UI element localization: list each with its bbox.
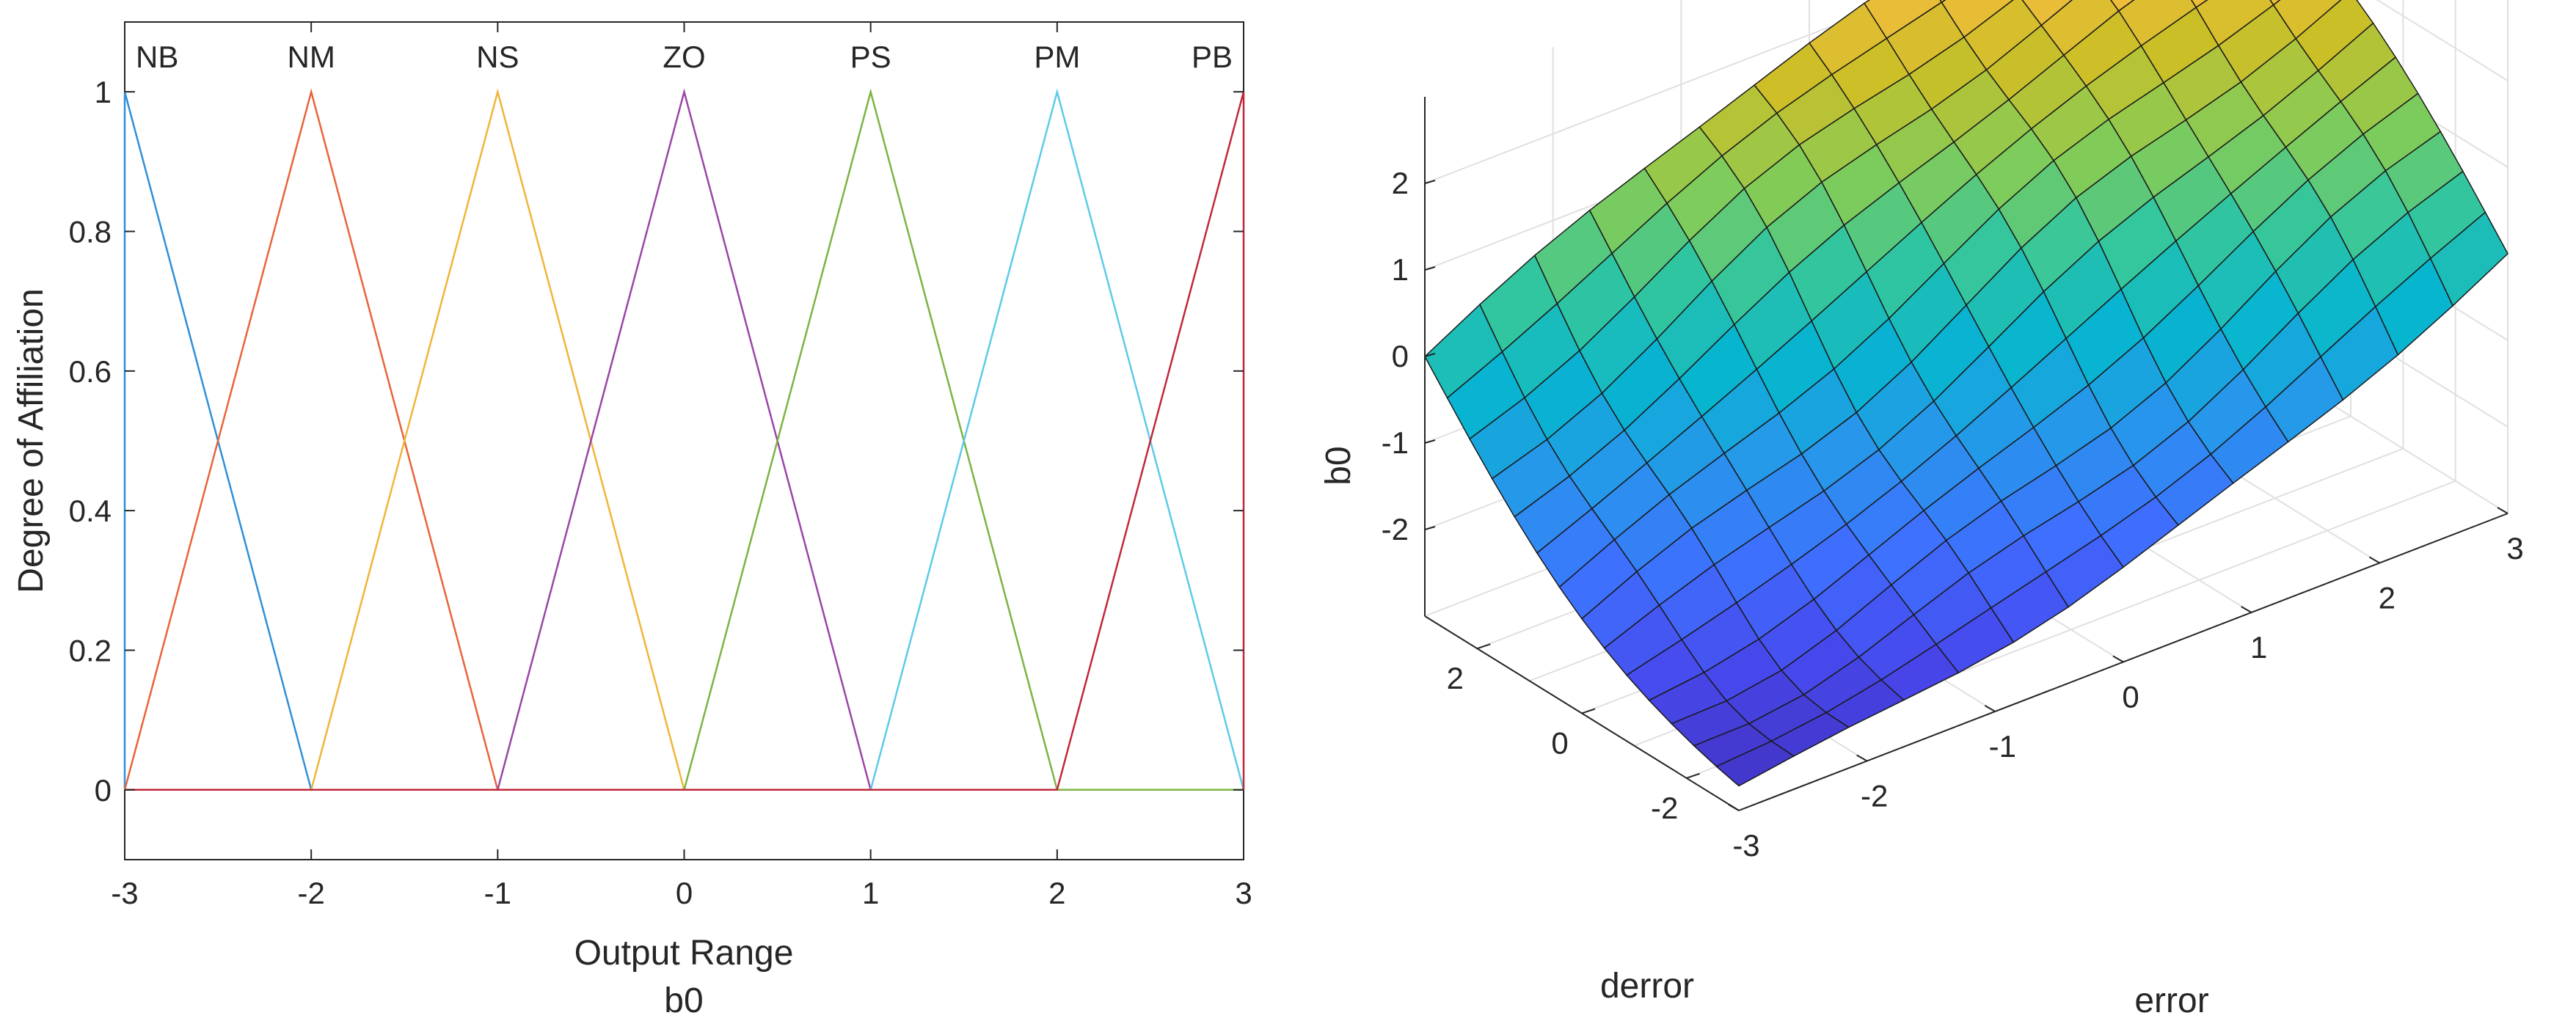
x-tick-label: 3 — [1235, 876, 1252, 910]
left-x-axis-sublabel: b0 — [664, 981, 703, 1020]
z-tick-label: 1 — [1392, 252, 1409, 287]
error-tick-mark — [2368, 556, 2380, 564]
membership-chart: -3 -2 -1 0 1 2 300.20.40.60.81 NB NM NS ZO PS PM PB … — [12, 21, 1252, 1020]
mf-label-zo: ZO — [663, 40, 705, 74]
surface-x-axis-label: error — [2134, 981, 2208, 1020]
mf-label-pb: PB — [1192, 40, 1233, 74]
mf-label-nm: NM — [288, 40, 335, 74]
surface-patches — [1424, 0, 2509, 787]
x-tick-label: 2 — [1048, 876, 1065, 910]
z-tick-mark — [1424, 526, 1436, 530]
error-tick-label: 0 — [2122, 680, 2139, 714]
error-tick-mark — [1728, 804, 1740, 811]
mf-label-pm: PM — [1034, 40, 1080, 74]
y-tick-label: 0.6 — [69, 354, 112, 389]
error-tick-label: -2 — [1861, 779, 1888, 813]
left-axes-frame — [124, 21, 1244, 860]
back-grid-line — [1424, 0, 1902, 184]
x-tick-label: 1 — [862, 876, 879, 910]
z-tick-mark — [1424, 439, 1436, 444]
error-tick-mark — [2241, 606, 2252, 613]
error-tick-mark — [1984, 705, 1996, 712]
x-tick-label: 0 — [676, 876, 693, 910]
z-tick-mark — [1424, 266, 1436, 271]
derror-tick-mark — [1581, 708, 1596, 714]
z-tick-mark — [1424, 353, 1436, 357]
z-tick-label: -1 — [1382, 425, 1409, 460]
error-tick-label: 3 — [2506, 531, 2523, 566]
error-tick-label: -3 — [1732, 828, 1759, 863]
z-tick-label: 0 — [1392, 339, 1409, 373]
surface-y-axis-label: derror — [1600, 967, 1694, 1006]
y-tick-label: 1 — [95, 75, 112, 109]
error-tick-mark — [2497, 507, 2509, 514]
z-tick-label: 2 — [1392, 166, 1409, 200]
x-tick-label: -2 — [297, 876, 324, 910]
surface-patch — [1715, 740, 1795, 787]
error-tick-label: 2 — [2379, 581, 2396, 615]
derror-tick-label: 2 — [1447, 661, 1464, 695]
surface-chart: -2 -1 0 1 2 -2 0 2 -3 -2 -1 0 1 2 3 error derror b0 — [1319, 0, 2524, 1020]
surface-z-axis-label: b0 — [1319, 446, 1358, 485]
left-x-axis-label: Output Range — [574, 934, 794, 973]
derror-tick-label: -2 — [1651, 791, 1678, 825]
mf-line-pb — [125, 91, 1245, 791]
mf-label-nb: NB — [136, 40, 178, 74]
error-tick-mark — [1856, 754, 1868, 762]
mf-label-ns: NS — [476, 40, 519, 74]
mf-label-ps: PS — [850, 40, 891, 74]
membership-labels: NB NM NS ZO PS PM PB — [136, 40, 1233, 74]
x-tick-label: -3 — [111, 876, 138, 910]
left-y-axis-label: Degree of Affiliation — [12, 288, 51, 593]
z-tick-label: -2 — [1382, 512, 1409, 546]
y-tick-label: 0 — [95, 773, 112, 808]
membership-series-group — [123, 88, 1245, 791]
surface-axes: -2 -1 0 1 2 -2 0 2 -3 -2 -1 0 1 2 3 — [1382, 97, 2524, 863]
surface-patch — [2109, 0, 2135, 12]
derror-tick-mark — [1686, 772, 1700, 779]
y-tick-label: 0.8 — [69, 215, 112, 249]
error-tick-label: -1 — [1989, 729, 2016, 764]
error-tick-mark — [2112, 655, 2124, 663]
derror-tick-label: 0 — [1551, 726, 1568, 761]
y-tick-label: 0.2 — [69, 634, 112, 668]
error-tick-label: 1 — [2250, 630, 2267, 665]
left-axis-ticks: -3 -2 -1 0 1 2 3 0 0.2 0.4 0.6 0.8 1 — [69, 22, 1252, 910]
x-tick-label: -1 — [484, 876, 511, 910]
y-tick-label: 0.4 — [69, 494, 112, 528]
z-tick-mark — [1424, 180, 1436, 184]
derror-tick-mark — [1477, 643, 1491, 650]
